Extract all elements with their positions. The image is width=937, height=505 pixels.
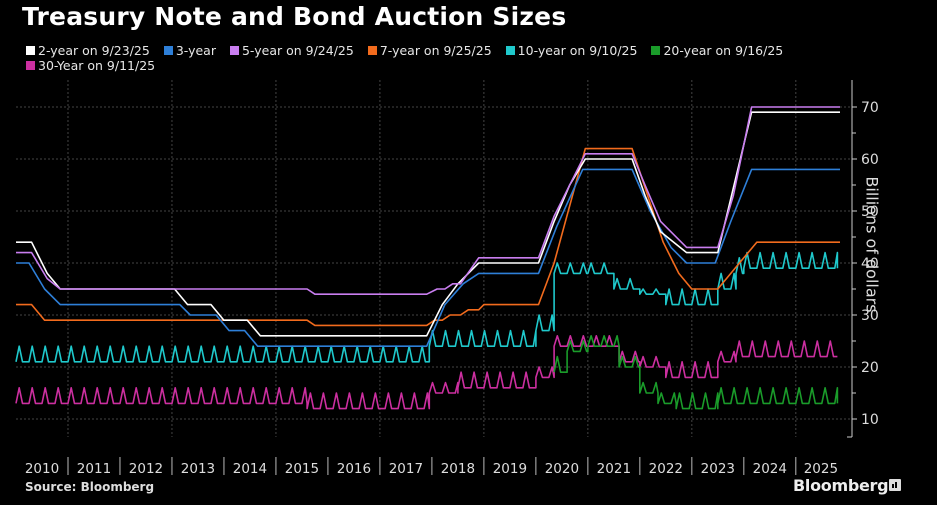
series-line-2-year — [16, 111, 840, 337]
x-tick-label: 2024 — [753, 461, 787, 477]
y-tick-label: 40 — [861, 256, 879, 272]
legend-item: 30-Year on 9/11/25 — [26, 58, 155, 73]
legend-label: 10-year on 9/10/25 — [517, 43, 638, 58]
legend-swatch — [229, 46, 239, 55]
x-tick-label: 2022 — [649, 461, 683, 477]
legend-item: 20-year on 9/16/25 — [651, 43, 783, 58]
series-line-10-year — [15, 251, 839, 363]
bloomberg-chart-icon — [889, 479, 901, 491]
x-tick-label: 2011 — [77, 461, 111, 477]
legend-swatch — [26, 61, 35, 70]
x-tick-label: 2020 — [545, 461, 579, 477]
legend-swatch — [651, 46, 661, 55]
x-tick-label: 2010 — [25, 461, 59, 477]
x-tick-label: 2017 — [389, 461, 423, 477]
legend-item: 7-year on 9/25/25 — [367, 43, 492, 58]
chart-legend: 2-year on 9/23/25 3-year 5-year on 9/24/25… — [26, 43, 846, 73]
legend-swatch — [505, 46, 515, 55]
y-axis-label: Billions of dollars — [862, 176, 882, 313]
x-tick-label: 2016 — [337, 461, 371, 477]
series-line-20-year — [553, 335, 839, 410]
legend-item: 5-year on 9/24/25 — [229, 43, 354, 58]
legend-item: 2-year on 9/23/25 — [26, 43, 150, 58]
legend-label: 3-year — [175, 43, 216, 58]
legend-label: 7-year on 9/25/25 — [379, 43, 492, 58]
x-tick-label: 2021 — [597, 461, 631, 477]
series-line-3-year — [16, 168, 840, 347]
x-tick-label: 2023 — [701, 461, 735, 477]
chart-title: Treasury Note and Bond Auction Sizes — [22, 2, 567, 31]
y-tick-label: 60 — [861, 152, 879, 168]
series-layer — [15, 106, 840, 410]
x-tick-label: 2013 — [181, 461, 215, 477]
grid-lines — [16, 80, 852, 437]
x-tick-label: 2019 — [493, 461, 527, 477]
series-line-7-year — [16, 147, 840, 327]
legend-swatch — [367, 46, 377, 55]
source-note: Source: Bloomberg — [25, 480, 155, 494]
y-tick-label: 20 — [861, 360, 879, 376]
legend-label: 30-Year on 9/11/25 — [38, 58, 156, 73]
series-line-5-year — [16, 106, 840, 295]
legend-item: 3-year — [163, 43, 216, 58]
legend-swatch — [26, 46, 35, 55]
legend-swatch — [163, 46, 173, 55]
legend-label: 20-year on 9/16/25 — [663, 43, 784, 58]
x-tick-label: 2015 — [285, 461, 319, 477]
y-tick-label: 70 — [861, 100, 879, 116]
y-tick-label: 10 — [861, 412, 879, 428]
x-tick-label: 2025 — [804, 461, 838, 477]
y-tick-label: 50 — [861, 204, 879, 220]
legend-item: 10-year on 9/10/25 — [505, 43, 638, 58]
y-tick-label: 30 — [861, 308, 879, 324]
series-line-30-year — [15, 335, 838, 410]
x-tick-label: 2018 — [441, 461, 475, 477]
x-tick-label: 2012 — [129, 461, 163, 477]
legend-label: 5-year on 9/24/25 — [241, 43, 354, 58]
x-tick-label: 2014 — [233, 461, 267, 477]
bloomberg-logo: Bloomberg — [793, 476, 889, 495]
axes-layer: 10 20 30 40 50 60 70 2010 2011 2012 2013 2014 2015 20… — [25, 80, 879, 477]
legend-label: 2-year on 9/23/25 — [38, 43, 150, 58]
